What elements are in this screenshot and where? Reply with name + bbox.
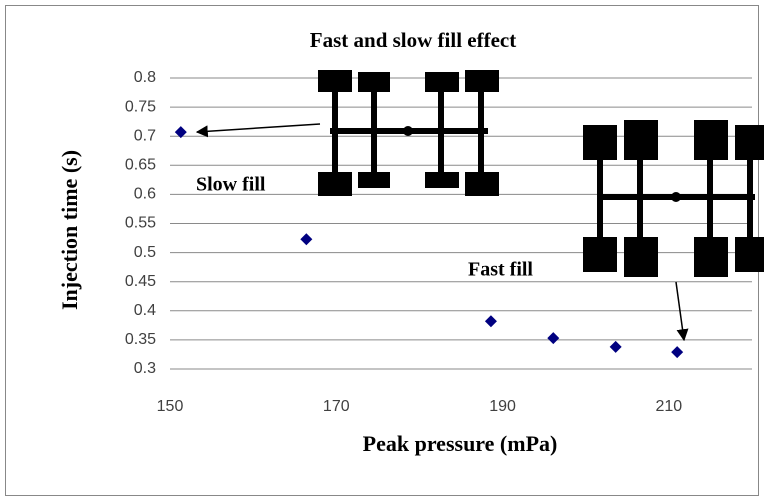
y-tick-label: 0.55 bbox=[125, 215, 156, 232]
x-tick-label: 210 bbox=[656, 398, 683, 415]
x-tick-label: 190 bbox=[489, 398, 516, 415]
y-tick-label: 0.35 bbox=[125, 331, 156, 348]
y-tick-label: 0.3 bbox=[134, 360, 156, 377]
y-tick-label: 0.8 bbox=[134, 69, 156, 86]
chart-title: Fast and slow fill effect bbox=[310, 28, 516, 52]
data-point bbox=[671, 346, 684, 359]
y-tick-label: 0.45 bbox=[125, 273, 156, 290]
slow-fill-mold-icon bbox=[318, 70, 499, 196]
y-tick-label: 0.65 bbox=[125, 157, 156, 174]
y-tick-label: 0.4 bbox=[134, 302, 156, 319]
x-axis-label: Peak pressure (mPa) bbox=[363, 431, 558, 456]
annotation: Slow fill bbox=[196, 174, 266, 196]
y-tick-label: 0.75 bbox=[125, 98, 156, 115]
slow-fill-arrow bbox=[195, 123, 321, 138]
fast-fill-mold-icon bbox=[583, 120, 764, 277]
y-axis-label: Injection time (s) bbox=[57, 150, 82, 310]
data-point bbox=[547, 332, 560, 345]
y-tick-label: 0.5 bbox=[134, 244, 156, 261]
data-point bbox=[174, 126, 187, 139]
y-tick-label: 0.6 bbox=[134, 186, 156, 203]
x-tick-label: 150 bbox=[157, 398, 184, 415]
x-tick-label: 170 bbox=[323, 398, 350, 415]
y-tick-label: 0.7 bbox=[134, 127, 156, 144]
annotation: Fast fill bbox=[468, 259, 533, 281]
data-point bbox=[609, 340, 622, 353]
data-point bbox=[484, 315, 497, 328]
fast-fill-arrow bbox=[675, 281, 689, 342]
data-point bbox=[300, 233, 313, 246]
